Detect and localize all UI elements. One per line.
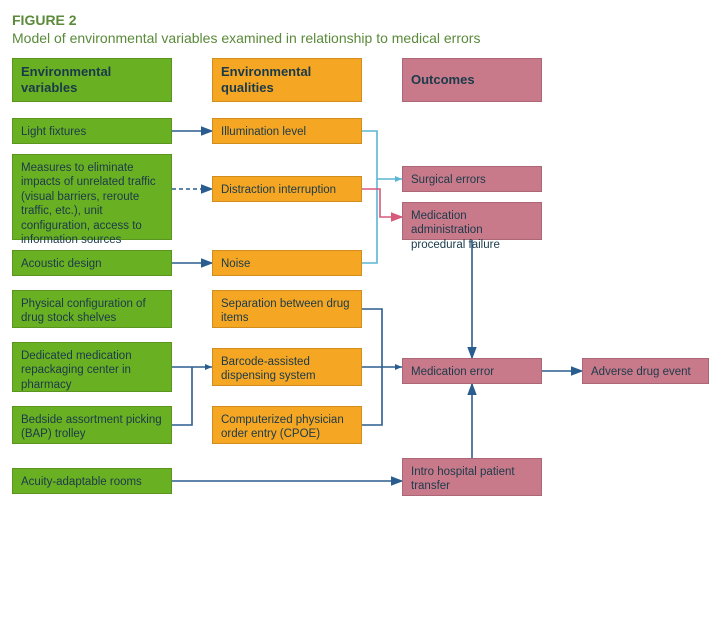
node-noise: Noise (212, 250, 362, 276)
node-med_admin: Medication administration procedural fai… (402, 202, 542, 240)
column-header-env_vars: Environmental variables (12, 58, 172, 102)
node-acoustic: Acoustic design (12, 250, 172, 276)
node-dedicated: Dedicated medication repackaging center … (12, 342, 172, 392)
figure-label: FIGURE 2 (12, 12, 709, 28)
node-cpoe: Computerized physician order entry (CPOE… (212, 406, 362, 444)
node-bedside: Bedside assortment picking (BAP) trolley (12, 406, 172, 444)
node-barcode: Barcode-assisted dispensing system (212, 348, 362, 386)
node-surgical: Surgical errors (402, 166, 542, 192)
node-phys_config: Physical configuration of drug stock she… (12, 290, 172, 328)
arrow-7 (362, 309, 402, 425)
node-illumination: Illumination level (212, 118, 362, 144)
arrowhead (395, 176, 402, 182)
node-light_fixtures: Light fixtures (12, 118, 172, 144)
node-acuity: Acuity-adaptable rooms (12, 468, 172, 494)
node-distraction: Distraction interruption (212, 176, 362, 202)
column-header-outcomes: Outcomes (402, 58, 542, 102)
column-header-env_qual: Environmental qualities (212, 58, 362, 102)
node-intro_hosp: Intro hospital patient transfer (402, 458, 542, 496)
arrow-3 (172, 367, 212, 425)
diagram-canvas: Environmental variables Environmental qua… (12, 58, 709, 618)
arrowhead (395, 364, 402, 370)
arrow-5 (362, 131, 402, 263)
figure-title: Model of environmental variables examine… (12, 30, 709, 46)
node-measures: Measures to eliminate impacts of unrelat… (12, 154, 172, 240)
arrowhead (205, 364, 212, 370)
node-adverse: Adverse drug event (582, 358, 709, 384)
node-separation: Separation between drug items (212, 290, 362, 328)
arrow-6 (362, 189, 402, 217)
node-med_error: Medication error (402, 358, 542, 384)
